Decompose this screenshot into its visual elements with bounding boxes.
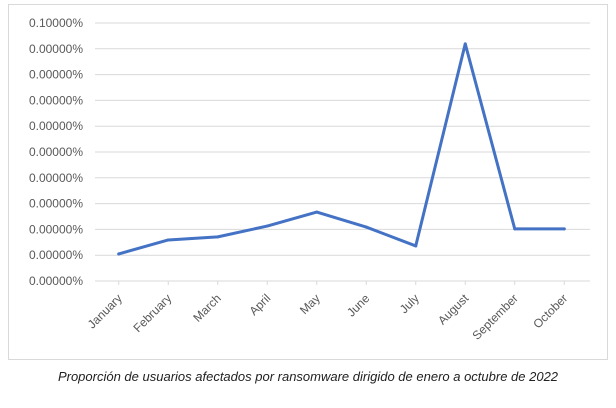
x-tick-label: July bbox=[397, 291, 422, 316]
y-tick-label: 0.00000% bbox=[29, 119, 83, 133]
y-tick-label: 0.00000% bbox=[29, 248, 83, 262]
x-tick-label: August bbox=[435, 291, 472, 328]
data-point bbox=[414, 244, 418, 248]
x-tick-label: September bbox=[469, 291, 520, 342]
x-tick-label: May bbox=[297, 291, 323, 317]
figure-caption: Proporción de usuarios afectados por ran… bbox=[57, 369, 559, 384]
y-tick-label: 0.10000% bbox=[29, 16, 83, 30]
y-tick-label: 0.00000% bbox=[29, 145, 83, 159]
y-tick-label: 0.00000% bbox=[29, 222, 83, 236]
series-line bbox=[117, 42, 566, 256]
data-point bbox=[315, 210, 319, 214]
x-tick-label: April bbox=[246, 291, 273, 318]
y-tick-label: 0.00000% bbox=[29, 68, 83, 82]
data-point bbox=[562, 227, 566, 231]
line-chart: 0.10000% 0.00000% 0.00000% 0.00000% 0.00000%… bbox=[29, 16, 590, 343]
data-point bbox=[463, 42, 467, 46]
chart-frame bbox=[8, 4, 608, 360]
data-point bbox=[166, 238, 170, 242]
x-tick-label: February bbox=[131, 291, 175, 335]
x-tick-label: June bbox=[344, 291, 373, 320]
y-tick-label: 0.00000% bbox=[29, 93, 83, 107]
data-point bbox=[513, 227, 517, 231]
data-point bbox=[265, 224, 269, 228]
y-tick-label: 0.00000% bbox=[29, 274, 83, 288]
y-tick-label: 0.00000% bbox=[29, 171, 83, 185]
y-tick-label: 0.00000% bbox=[29, 42, 83, 56]
x-tick-label: January bbox=[85, 291, 125, 331]
data-point bbox=[117, 252, 121, 256]
x-tick-label: March bbox=[190, 291, 223, 324]
data-point bbox=[364, 225, 368, 229]
y-tick-label: 0.00000% bbox=[29, 197, 83, 211]
data-point bbox=[216, 235, 220, 239]
x-tick-label: October bbox=[530, 291, 570, 331]
